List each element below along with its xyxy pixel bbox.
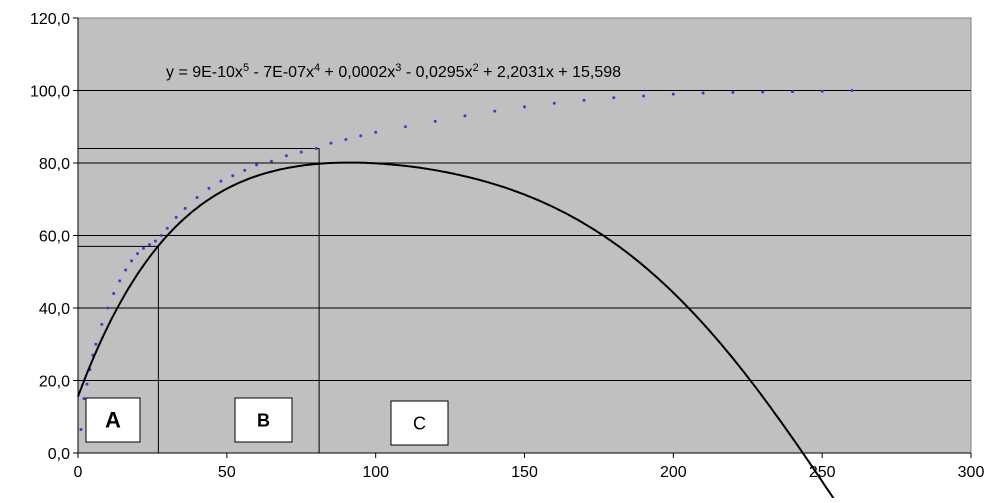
data-point	[255, 163, 259, 167]
data-point	[612, 96, 616, 100]
data-point	[269, 159, 273, 163]
data-point	[183, 206, 187, 210]
data-point	[100, 322, 104, 326]
data-points	[79, 89, 854, 431]
data-point	[314, 147, 318, 150]
data-point	[112, 292, 116, 295]
y-tick-label: 100,0	[30, 84, 70, 101]
data-point	[174, 215, 178, 219]
region-label-box	[85, 397, 141, 443]
data-point	[463, 114, 467, 118]
trendline-equation: y = 9E-10x5 - 7E-07x4 + 0,0002x3 - 0,029…	[166, 62, 621, 81]
trendline	[77, 161, 838, 503]
axes: 0,0 20,0 40,0 60,0 80,0 100,0 120,0 0 50 100 150 20…	[30, 11, 984, 481]
data-point	[231, 174, 235, 178]
data-point	[701, 91, 705, 95]
equation-part: - 0,0295x	[401, 64, 472, 81]
equation-exponent: 5	[243, 62, 249, 74]
y-tick-label: 120,0	[30, 11, 70, 28]
y-tick-label: 20,0	[39, 374, 70, 391]
equation-exponent: 2	[473, 62, 479, 74]
data-point	[850, 89, 854, 92]
data-point	[359, 134, 363, 138]
data-point	[106, 306, 110, 310]
data-point	[219, 179, 223, 183]
data-point	[130, 259, 134, 263]
equation-exponent: 4	[314, 62, 320, 74]
region-label: A	[105, 408, 121, 433]
data-point	[731, 90, 735, 94]
data-point	[82, 397, 86, 401]
x-tick-label: 250	[809, 464, 836, 481]
x-tick-label: 150	[511, 464, 538, 481]
data-point	[243, 168, 247, 172]
data-point	[820, 89, 824, 93]
data-point	[403, 125, 407, 129]
y-tick-label: 80,0	[39, 156, 70, 173]
data-point	[136, 252, 140, 256]
data-point	[523, 105, 526, 109]
y-tick-label: 60,0	[39, 229, 70, 246]
region-label: C	[413, 413, 426, 433]
data-point	[790, 90, 794, 94]
data-point	[85, 382, 89, 386]
data-point	[284, 154, 288, 158]
data-point	[153, 239, 157, 243]
data-point	[207, 186, 211, 190]
equation-part: y = 9E-10x	[166, 64, 243, 81]
data-point	[671, 92, 675, 96]
data-point	[344, 137, 348, 141]
data-point	[329, 141, 333, 145]
data-point	[642, 94, 646, 98]
data-point	[374, 130, 378, 134]
data-point	[552, 101, 556, 105]
data-point	[761, 90, 765, 94]
y-tick-label: 40,0	[39, 301, 70, 318]
region-label-box	[390, 400, 449, 446]
equation-exponent: 3	[395, 62, 401, 74]
y-tick-label: 0,0	[48, 446, 70, 463]
equation-part: + 2,2031x + 15,598	[479, 64, 621, 81]
data-point	[124, 268, 128, 272]
region-label: B	[257, 410, 270, 430]
equation-part: + 0,0002x	[320, 64, 395, 81]
data-point	[141, 246, 145, 250]
data-point	[79, 427, 83, 431]
x-tick-label: 200	[660, 464, 687, 481]
x-tick-label: 0	[74, 464, 83, 481]
data-point	[433, 119, 437, 123]
region-guides	[78, 148, 320, 453]
data-point	[493, 109, 497, 113]
data-point	[159, 234, 163, 237]
region-labels: A B C	[85, 397, 449, 446]
data-point	[299, 150, 303, 154]
data-point	[94, 342, 98, 346]
equation-part: - 7E-07x	[249, 64, 314, 81]
region-label-box	[234, 397, 293, 443]
data-point	[118, 279, 122, 283]
x-tick-label: 50	[218, 464, 236, 481]
x-tick-label: 300	[958, 464, 985, 481]
x-tick-label: 100	[362, 464, 389, 481]
data-point	[195, 195, 199, 199]
data-point	[165, 226, 169, 230]
data-point	[147, 243, 151, 247]
data-point	[582, 98, 586, 102]
